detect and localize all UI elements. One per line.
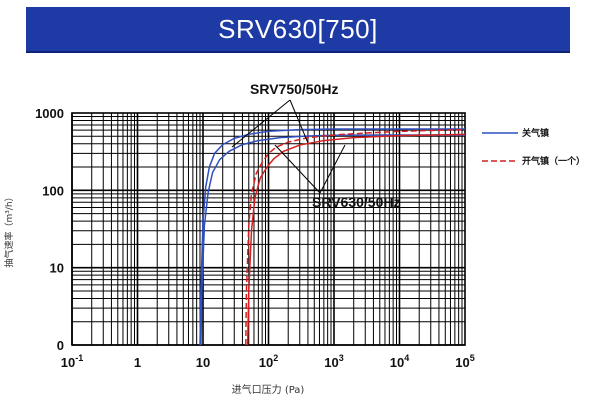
chart-title-banner: SRV630[750] <box>26 7 570 51</box>
annotation-srv750: SRV750/50Hz <box>250 81 338 97</box>
x-tick-label: 102 <box>259 353 278 370</box>
tick-labels: 10-1 1 10 102 103 104 105 0 10 100 1000 <box>35 106 475 370</box>
x-tick-label: 105 <box>455 353 474 370</box>
y-tick-label: 100 <box>42 183 64 198</box>
grid <box>71 112 466 346</box>
x-tick-label: 10 <box>196 355 210 370</box>
chart-title: SRV630[750] <box>218 13 378 44</box>
y-tick-label: 10 <box>50 261 64 276</box>
leader-line <box>319 144 346 194</box>
legend-label-0: 关气镇 <box>522 127 549 139</box>
leader-line <box>231 99 291 148</box>
y-axis-label: 抽气速率（m³/h） <box>3 192 15 267</box>
x-tick-label: 1 <box>134 355 141 370</box>
leader-line <box>274 144 321 194</box>
x-axis-label: 进气口压力 (Pa) <box>232 383 305 396</box>
y-tick-label: 0 <box>57 338 64 353</box>
series-line-2 <box>245 128 466 346</box>
series-layer <box>199 128 466 346</box>
legend-label-1: 开气镇（一个） <box>522 155 585 167</box>
annotations: SRV750/50Hz SRV630/50Hz <box>231 81 400 210</box>
axis-labels: 进气口压力 (Pa) 抽气速率（m³/h） <box>3 192 304 396</box>
series-line-1 <box>200 134 465 346</box>
x-tick-label: 10-1 <box>61 353 83 370</box>
x-tick-label: 104 <box>390 353 409 370</box>
x-tick-label: 103 <box>324 353 343 370</box>
series-line-0 <box>199 128 465 346</box>
annotation-srv630: SRV630/50Hz <box>312 194 400 210</box>
y-tick-label: 1000 <box>35 106 64 121</box>
series-line-3 <box>246 133 466 346</box>
leader-line <box>289 99 309 144</box>
